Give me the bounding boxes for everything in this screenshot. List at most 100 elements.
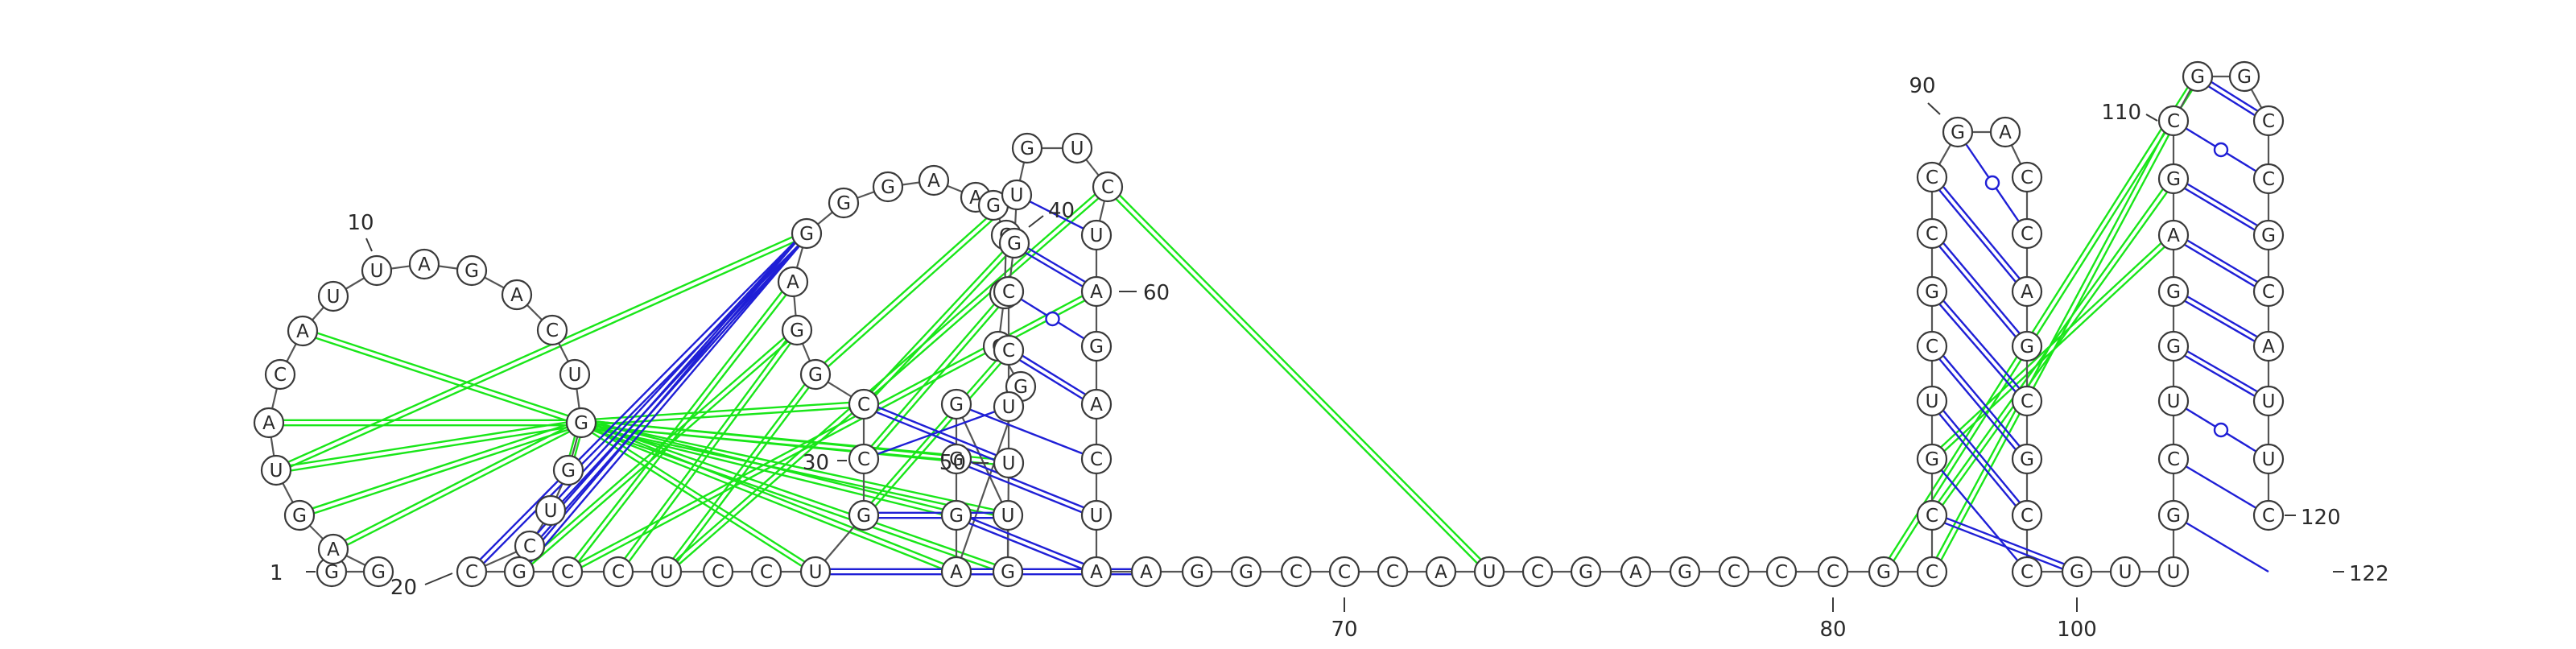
nucleotide-letter-27: U	[809, 562, 823, 583]
base-pair-30-50-a	[864, 400, 1010, 462]
nucleotide-letter-21: G	[512, 562, 526, 583]
interaction-link-22-33-a	[564, 279, 792, 571]
nucleotide-circle-36	[872, 171, 904, 203]
nucleotide-23: C	[602, 556, 634, 588]
nucleotide-88: C	[1916, 217, 1948, 250]
base-pair-84-99	[1931, 458, 2028, 573]
nucleotide-circle-90	[1942, 116, 1974, 148]
nucleotide-64: U	[1080, 499, 1113, 531]
nucleotide-circle-116	[2252, 275, 2285, 308]
nucleotide-letter-24: U	[660, 562, 674, 583]
nucleotide-letter-49: G	[1001, 562, 1015, 583]
nucleotide-65: A	[1080, 556, 1113, 588]
nucleotide-53: C	[993, 275, 1025, 308]
nucleotide-circle-97	[2011, 443, 2043, 475]
nucleotide-9: U	[317, 280, 349, 312]
nucleotide-11: A	[408, 248, 440, 280]
nucleotide-62: A	[1080, 388, 1113, 420]
nucleotide-100: G	[2061, 556, 2093, 588]
position-label-122: 122	[2349, 562, 2389, 586]
nucleotide-circle-79	[1765, 556, 1798, 588]
nucleotide-letter-70: C	[1338, 562, 1351, 583]
nucleotide-circle-58	[1092, 171, 1124, 203]
nucleotide-101: U	[2109, 556, 2141, 588]
nucleotide-circle-30	[848, 388, 880, 420]
position-label-20: 20	[390, 576, 417, 600]
nucleotide-letter-114: C	[2262, 169, 2275, 190]
nucleotide-circle-24	[650, 556, 683, 588]
nucleotide-letter-111: G	[2190, 67, 2205, 88]
nucleotide-20: C	[456, 556, 488, 588]
nucleotide-circle-81	[1868, 556, 1900, 588]
nucleotide-circle-53	[993, 275, 1025, 308]
nucleotide-44: A	[940, 556, 972, 588]
interaction-link-31-55-b	[816, 196, 1019, 378]
nucleotide-circle-73	[1473, 556, 1505, 588]
nucleotide-letter-35: G	[836, 193, 851, 214]
nucleotide-103: G	[2157, 499, 2190, 531]
nucleotide-letter-113: C	[2262, 111, 2275, 132]
base-pair-108-116-b	[2171, 236, 2268, 295]
nucleotide-letter-43: G	[1013, 377, 1028, 398]
nucleotide-circle-102	[2157, 556, 2190, 588]
nucleotide-letter-4: G	[292, 506, 307, 527]
interaction-link-29-53-b	[865, 292, 1012, 461]
interaction-link-18-34-a	[547, 231, 806, 510]
nucleotide-circle-3	[317, 533, 349, 565]
nucleotide-circle-4	[283, 499, 316, 531]
base-pair-107-117-a	[2174, 288, 2271, 345]
base-pair-54-60-b	[1012, 244, 1096, 295]
nucleotide-circle-17	[552, 454, 584, 486]
nucleotide-69: C	[1280, 556, 1312, 588]
nucleotide-14: C	[536, 314, 568, 346]
nucleotide-circle-113	[2252, 105, 2285, 137]
nucleotide-circle-8	[287, 315, 319, 347]
nucleotide-circle-109	[2157, 163, 2190, 195]
nucleotide-circle-19	[514, 530, 546, 562]
base-pair-106-118-a	[2174, 343, 2271, 400]
position-tick-90	[1927, 102, 1941, 115]
base-pair-46-64-b	[955, 460, 1096, 519]
nucleotide-letter-12: G	[464, 261, 479, 282]
nucleotide-46: G	[940, 443, 972, 475]
nucleotide-24: U	[650, 556, 683, 588]
nucleotide-letter-101: U	[2119, 562, 2132, 583]
nucleotide-circle-114	[2252, 163, 2285, 195]
base-pair-52-62-a	[1009, 347, 1099, 403]
nucleotide-letter-96: C	[2021, 391, 2033, 412]
interaction-link-81-111-a	[1880, 74, 2197, 571]
nucleotide-circle-107	[2157, 275, 2190, 308]
nucleotide-letter-58: C	[1101, 177, 1114, 198]
nucleotide-circle-2	[362, 556, 394, 588]
nucleotide-87: G	[1916, 275, 1948, 308]
nucleotide-circle-64	[1080, 499, 1113, 531]
nucleotide-circle-13	[501, 279, 533, 311]
nucleotide-letter-104: C	[2167, 449, 2180, 470]
nucleotide-letter-48: U	[1001, 506, 1015, 527]
nucleotide-letter-25: C	[712, 562, 724, 583]
nucleotide-circle-55	[1001, 179, 1033, 211]
nucleotide-circle-54	[998, 227, 1030, 259]
nucleotide-84: G	[1916, 443, 1948, 475]
nucleotide-25: C	[702, 556, 734, 588]
base-pair-87-96-b	[1929, 292, 2026, 403]
nucleotide-8: A	[287, 315, 319, 347]
interaction-link-16-49-b	[580, 424, 1008, 576]
nucleotide-letter-7: C	[274, 365, 287, 386]
nucleotide-letter-20: C	[465, 562, 478, 583]
position-label-40: 40	[1048, 199, 1075, 223]
nucleotide-letter-62: A	[1090, 395, 1103, 415]
base-pair-109-115-a	[2174, 176, 2271, 234]
nucleotide-letter-30: C	[857, 395, 870, 415]
nucleotide-58: C	[1092, 171, 1124, 203]
nucleotide-letter-102: U	[2167, 562, 2181, 583]
nucleotide-81: G	[1868, 556, 1900, 588]
nucleotide-39: G	[977, 189, 1009, 221]
nucleotide-letter-23: C	[612, 562, 625, 583]
nucleotide-letter-109: G	[2166, 169, 2181, 190]
base-pair-87-96-a	[1933, 289, 2030, 400]
nucleotide-circle-48	[992, 499, 1024, 531]
nucleotide-letter-118: U	[2262, 391, 2276, 412]
interaction-link-24-58-a	[664, 184, 1107, 571]
nucleotide-letter-44: A	[950, 562, 963, 583]
